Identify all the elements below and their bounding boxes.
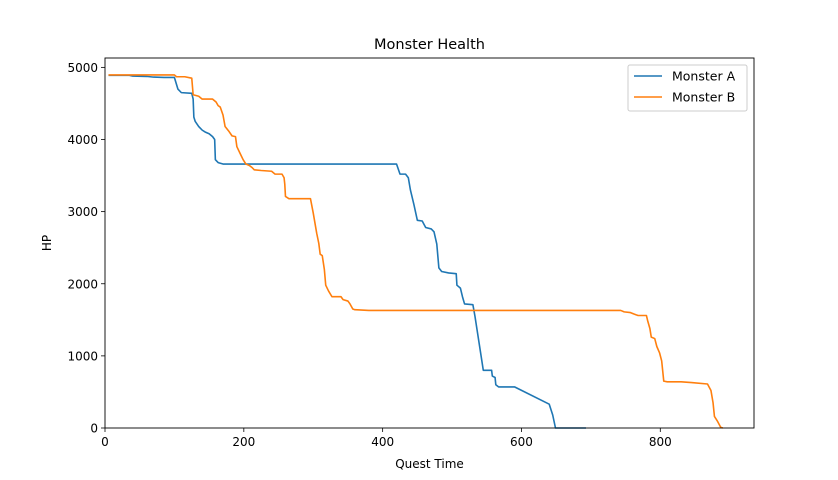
y-tick-label: 5000 [67, 61, 98, 75]
x-axis-label: Quest Time [395, 457, 464, 471]
axis-ticks: 0 200 400 600 800 0 1000 2000 3000 4000 5000 [67, 61, 671, 449]
plot-background [105, 58, 754, 428]
legend: Monster A Monster B [627, 64, 748, 112]
chart-title: Monster Health [374, 37, 485, 53]
x-tick-label: 800 [649, 435, 672, 449]
series-lines [108, 74, 724, 429]
series-line-monster-b [108, 74, 724, 429]
y-tick-label: 1000 [67, 349, 98, 363]
x-tick-label: 400 [371, 435, 394, 449]
legend-label-monster-a: Monster A [672, 69, 736, 84]
x-tick-label: 0 [101, 435, 109, 449]
plot-frame [104, 57, 755, 429]
y-tick-label: 0 [90, 422, 98, 436]
x-tick-label: 200 [232, 435, 255, 449]
y-axis-label: HP [40, 235, 54, 251]
y-tick-label: 2000 [67, 277, 98, 291]
y-tick-label: 4000 [67, 133, 98, 147]
series-line-monster-a [108, 74, 587, 429]
y-tick-label: 3000 [67, 205, 98, 219]
legend-label-monster-b: Monster B [672, 90, 735, 105]
x-tick-label: 600 [510, 435, 533, 449]
